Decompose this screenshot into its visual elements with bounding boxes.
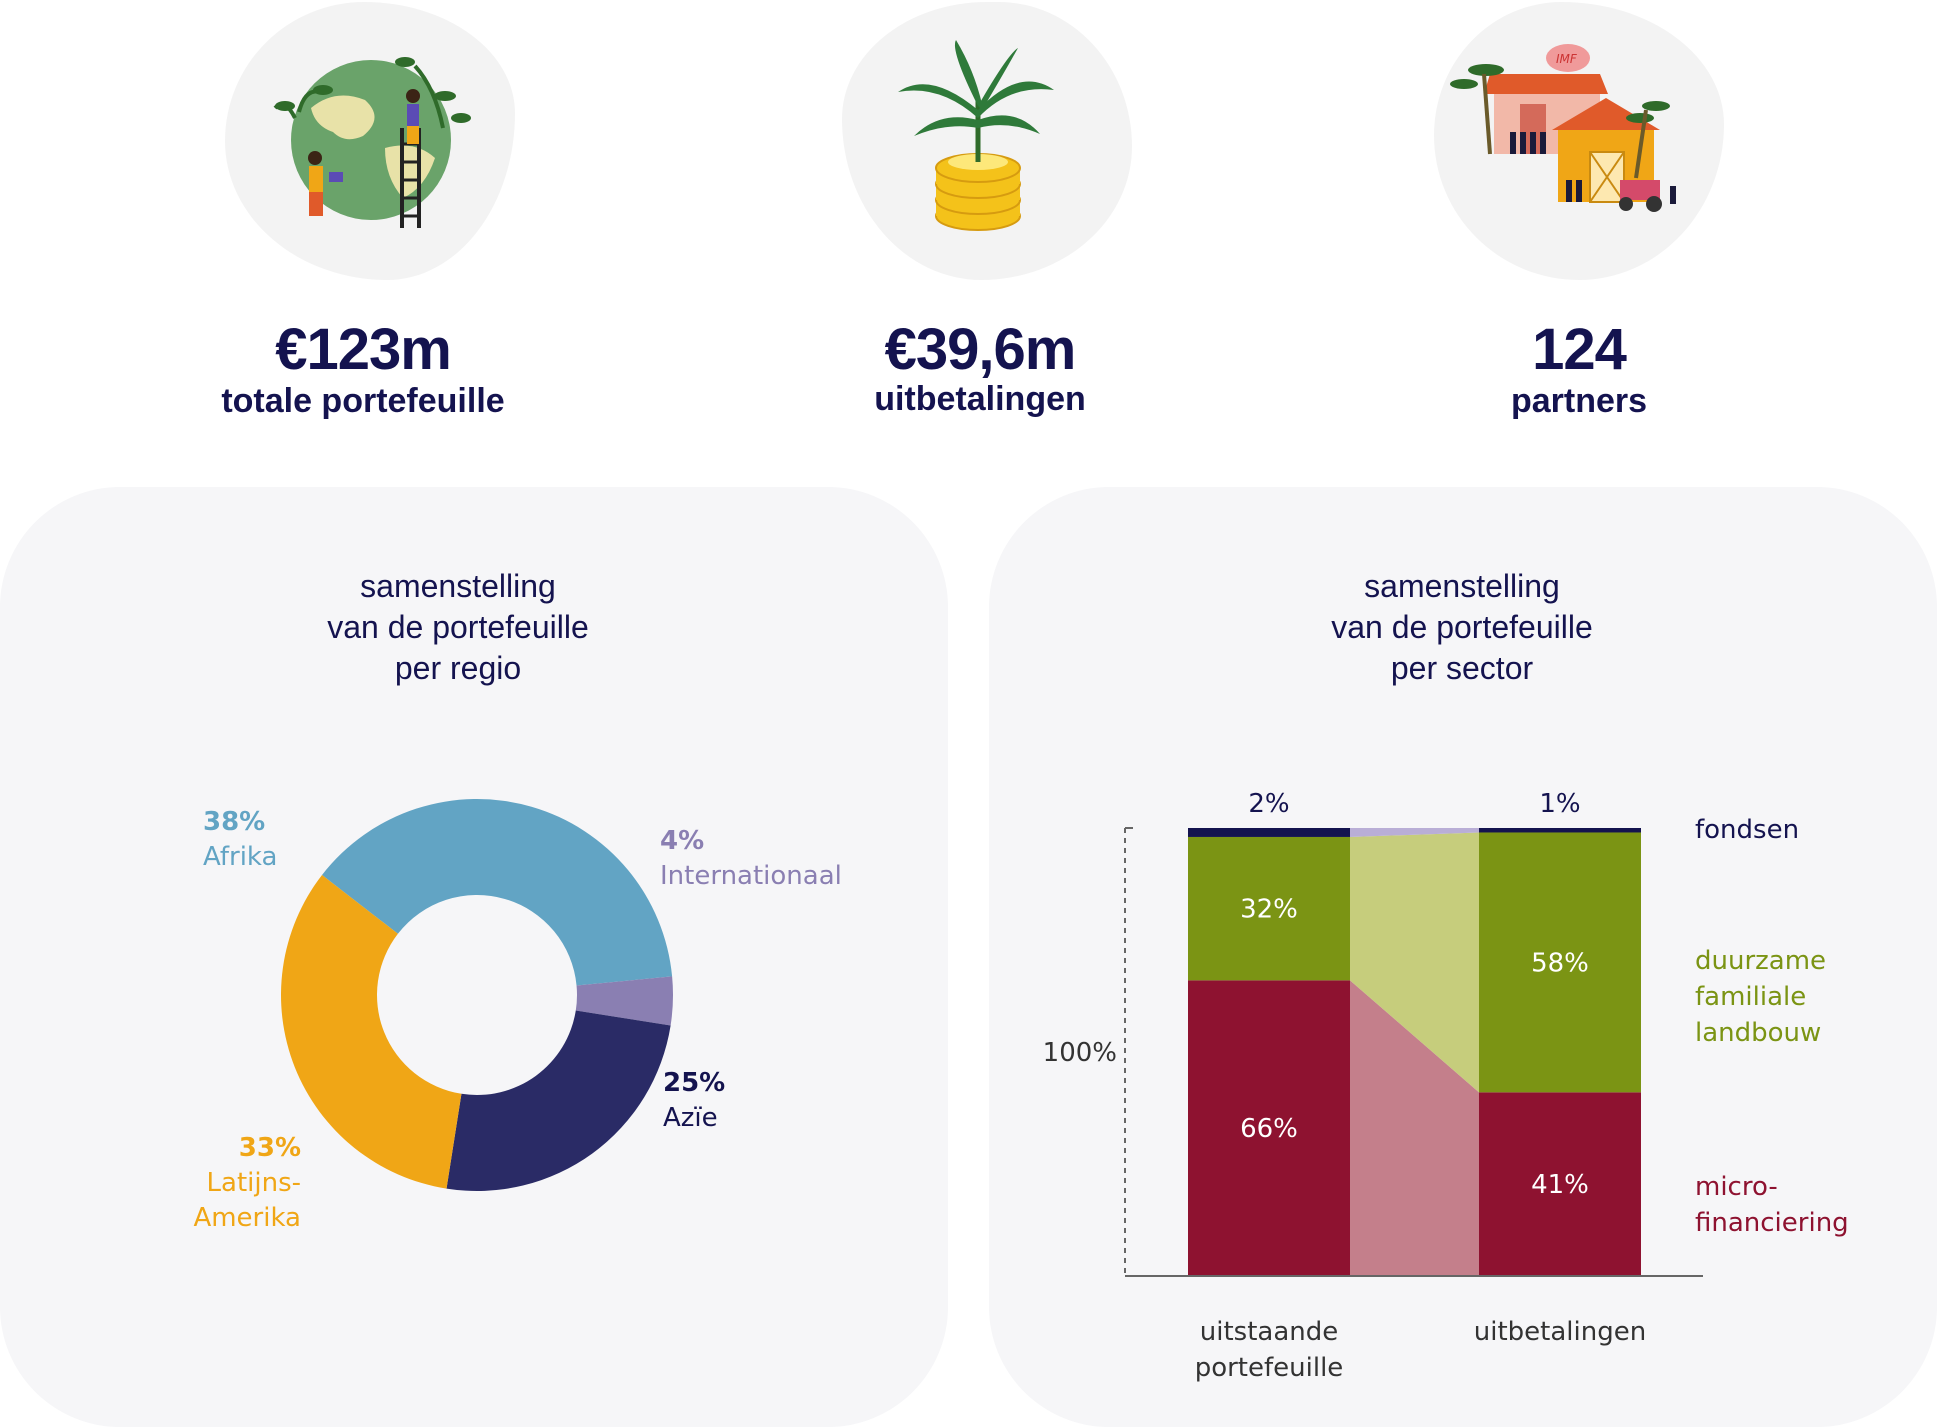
region-title-line-2: van de portefeuille: [327, 609, 589, 645]
donut-name-label-az-e: Azïe: [663, 1103, 718, 1133]
region-title-line-3: per regio: [394, 650, 522, 686]
legend-label-duurzame-familiale-landbouw: landbouw: [1695, 1018, 1821, 1048]
region-donut-chart: 38% Afrika 4% Internationaal 25% Azïe 33% Latij…: [193, 799, 842, 1233]
bar-segment-duurzame-familiale-landbouw: [1188, 836, 1350, 981]
donut-value-label-az-e: 25%: [663, 1068, 725, 1098]
kpi-label-disbursements: uitbetalingen: [874, 380, 1086, 418]
donut-slice-internationaal: [575, 976, 673, 1026]
svg-text:IMF: IMF: [1556, 52, 1578, 66]
donut-name-label-latijns-amerika: Latijns-: [207, 1168, 301, 1198]
bar-segment-micro-financiering: [1188, 980, 1350, 1276]
bar-segment-micro-financiering: [1479, 1092, 1641, 1276]
category-label: uitstaande: [1200, 1317, 1338, 1347]
donut-value-label-internationaal: 4%: [660, 826, 704, 856]
kpi-blob-disbursements: [842, 2, 1132, 280]
sector-title-line-1: samenstelling: [1364, 568, 1560, 604]
legend-label-micro-financiering: financiering: [1695, 1208, 1849, 1238]
kpi-value-partners: 124: [1532, 317, 1627, 382]
bar-value-label: 41%: [1531, 1170, 1589, 1200]
kpi-value-disbursements: €39,6m: [884, 317, 1077, 382]
donut-slice-afrika: [322, 799, 673, 986]
bar-value-label: 58%: [1531, 948, 1589, 978]
globe-planting-icon: [273, 57, 471, 228]
sector-title-line-3: per sector: [1390, 650, 1534, 686]
sector-title-line-2: van de portefeuille: [1331, 609, 1593, 645]
donut-value-label-afrika: 38%: [203, 807, 265, 837]
sector-stacked-bar-chart: 66% 32% 2% uitstaande portefeuille 41% 58% 1% ui…: [1043, 789, 1849, 1383]
legend-label-fondsen: fondsen: [1695, 815, 1799, 845]
connector-duurzame-familiale-landbouw: [1350, 832, 1479, 1093]
sector-chart-title: samenstelling van de portefeuille per se…: [1262, 566, 1662, 689]
donut-value-label-latijns-amerika: 33%: [239, 1133, 301, 1163]
region-title-line-1: samenstelling: [360, 568, 556, 604]
connector-micro-financiering: [1350, 980, 1479, 1276]
bar-segment-fondsen: [1479, 828, 1641, 833]
donut-name-label-latijns-amerika: Amerika: [193, 1203, 301, 1233]
y-axis-label: 100%: [1043, 1038, 1117, 1068]
legend-label-micro-financiering: micro-: [1695, 1172, 1778, 1202]
legend-label-duurzame-familiale-landbouw: duurzame: [1695, 946, 1826, 976]
region-chart-panel: [0, 487, 948, 1427]
connector-fondsen: [1350, 828, 1479, 837]
kpi-value-portfolio: €123m: [275, 317, 452, 382]
kpi-label-partners: partners: [1510, 382, 1648, 420]
bar-value-label: 2%: [1248, 789, 1289, 819]
bar-value-label: 32%: [1240, 895, 1298, 925]
legend-label-duurzame-familiale-landbouw: familiale: [1695, 982, 1806, 1012]
donut-slice-az-e: [446, 1010, 671, 1191]
plant-coins-icon: [898, 40, 1054, 231]
donut-slice-latijns-amerika: [280, 875, 462, 1189]
bar-segment-duurzame-familiale-landbouw: [1479, 832, 1641, 1093]
category-label: uitbetalingen: [1474, 1317, 1646, 1347]
donut-name-label-afrika: Afrika: [203, 842, 277, 872]
bar-segment-fondsen: [1188, 828, 1350, 837]
category-label: portefeuille: [1195, 1353, 1344, 1383]
imf-farm-icon: IMF: [1450, 44, 1676, 212]
bar-value-label: 1%: [1539, 789, 1580, 819]
kpi-label-portfolio: totale portefeuille: [221, 382, 505, 420]
bar-value-label: 66%: [1240, 1114, 1298, 1144]
donut-name-label-internationaal: Internationaal: [660, 861, 842, 891]
region-chart-title: samenstelling van de portefeuille per re…: [258, 566, 658, 689]
